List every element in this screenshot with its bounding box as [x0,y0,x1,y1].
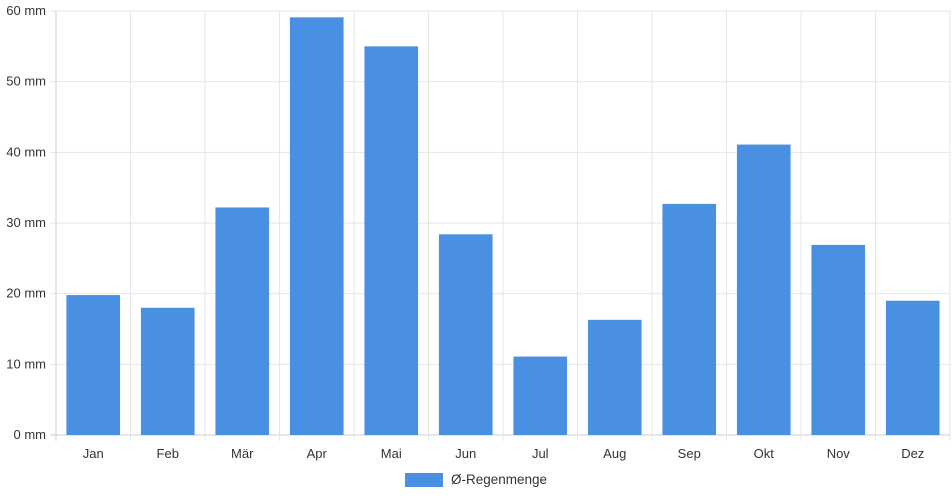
grid-lines [50,10,951,441]
bar-feb[interactable] [140,307,195,435]
y-axis-ticks: 0 mm 10 mm 20 mm 30 mm 40 mm 50 mm 60 mm [6,3,46,442]
x-axis-ticks: Jan Feb Mär Apr Mai Jun Jul Aug Sep Okt Nov Dez [83,446,925,461]
bar-jul[interactable] [513,356,568,435]
x-tick-label: Jul [532,446,549,461]
bar-jun[interactable] [438,234,493,435]
legend-swatch [404,472,443,487]
y-tick-label: 30 mm [6,215,46,230]
legend-label: Ø-Regenmenge [450,472,548,487]
x-tick-label: Aug [603,446,626,461]
bar-mär[interactable] [215,207,270,435]
bar-jan[interactable] [66,295,121,435]
bar-apr[interactable] [289,17,344,436]
x-tick-label: Jun [455,446,476,461]
x-tick-label: Jan [83,446,104,461]
x-tick-label: Apr [307,446,328,461]
y-tick-label: 20 mm [6,286,46,301]
bar-chart: 0 mm 10 mm 20 mm 30 mm 40 mm 50 mm 60 mm Jan Fe… [6,3,951,461]
x-tick-label: Dez [901,446,924,461]
bars [66,17,940,436]
y-tick-label: 40 mm [6,144,46,159]
y-tick-label: 50 mm [6,74,46,89]
x-tick-label: Nov [827,446,851,461]
x-tick-label: Sep [678,446,701,461]
bar-sep[interactable] [662,203,717,435]
y-tick-label: 60 mm [6,3,46,18]
bar-aug[interactable] [587,319,642,435]
legend[interactable]: Ø-Regenmenge [0,472,952,487]
x-tick-label: Mai [381,446,402,461]
x-tick-label: Mär [231,446,254,461]
bar-dez[interactable] [885,300,940,435]
y-tick-label: 10 mm [6,356,46,371]
bar-okt[interactable] [736,144,791,435]
y-tick-label: 0 mm [14,427,47,442]
bar-nov[interactable] [811,244,866,435]
x-tick-label: Okt [754,446,775,461]
bar-mai[interactable] [364,46,419,435]
x-tick-label: Feb [157,446,179,461]
